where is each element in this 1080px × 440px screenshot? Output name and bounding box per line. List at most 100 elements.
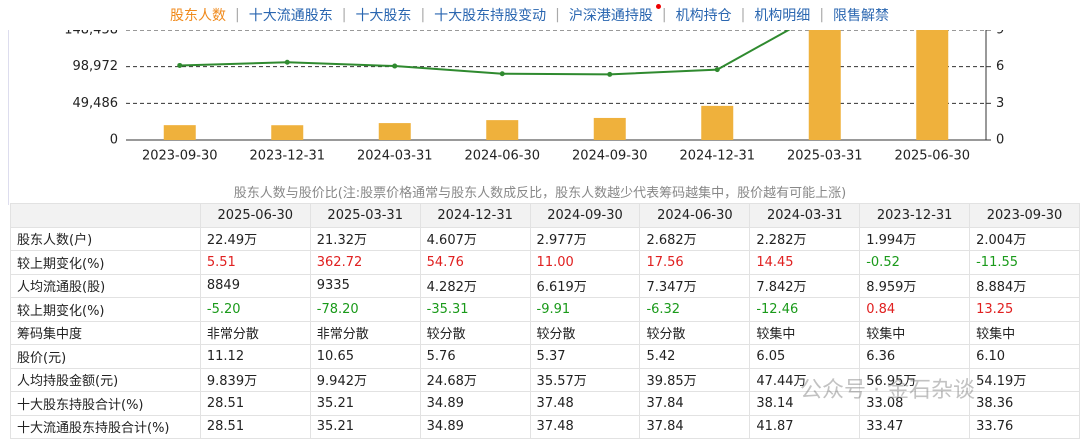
header-cell: 2023-09-30	[969, 203, 1080, 228]
table-cell: 54.76	[419, 250, 531, 275]
table-cell: 5.51	[199, 250, 311, 275]
table-cell: -0.52	[859, 250, 971, 275]
table-cell: 54.19万	[969, 367, 1080, 392]
table-cell: 56.95万	[859, 367, 971, 392]
table-cell: 5.76	[419, 344, 531, 369]
price-point	[392, 63, 398, 69]
row-label: 筹码集中度	[10, 320, 201, 345]
tab[interactable]: 股东人数	[170, 8, 226, 24]
table-cell: 7.842万	[749, 273, 861, 298]
x-tick-label: 2023-12-31	[249, 149, 325, 164]
table-cell: 0.84	[859, 297, 971, 322]
bar	[271, 125, 304, 140]
header-cell	[10, 203, 201, 228]
table-row: 十大股东持股合计(%) 28.51 35.21 34.89 37.48 37.84 38.1…	[10, 391, 1080, 416]
table-cell: 较集中	[969, 320, 1080, 345]
header-cell: 2024-06-30	[639, 203, 751, 228]
header-cell: 2024-12-31	[419, 203, 531, 228]
x-tick-label: 2025-03-31	[787, 149, 863, 164]
chart-title: 股东人数与股价比(注:股票价格通常与股东人数成反比，股东人数越少代表筹码越集中，…	[233, 186, 847, 201]
table-cell: 4.607万	[419, 226, 531, 251]
bar	[486, 120, 519, 140]
tab[interactable]: 沪深港通持股	[569, 4, 661, 25]
y2-tick-label: 0	[996, 133, 1004, 148]
table-row: 筹码集中度 非常分散 非常分散 较分散 较分散 较分散 较集中 较集中 较集中	[10, 320, 1080, 345]
bar	[163, 125, 196, 140]
table-row: 较上期变化(%) 5.51 362.72 54.76 11.00 17.56 14.45 -0…	[10, 250, 1080, 275]
tab[interactable]: 机构持仓	[675, 8, 732, 24]
tab-separator: |	[819, 7, 825, 23]
table-cell: 28.51	[199, 414, 311, 439]
table-cell: 34.89	[419, 414, 531, 439]
table-cell: 8849	[199, 273, 311, 298]
watermark: 公众号 · 金石杂谈	[800, 378, 975, 403]
tab-separator: |	[740, 7, 746, 23]
header-cell: 2025-03-31	[309, 203, 421, 228]
table-cell: 33.47	[859, 414, 971, 439]
table-cell: 37.84	[639, 414, 751, 439]
x-tick-label: 2024-03-31	[357, 149, 433, 164]
price-point	[284, 59, 290, 65]
table-cell: 较分散	[419, 320, 531, 345]
table-cell: 22.49万	[199, 226, 311, 251]
row-label: 人均持股金额(元)	[10, 367, 201, 392]
tab[interactable]: 限售解禁	[833, 8, 890, 24]
header-row: 2025-06-30 2025-03-31 2024-12-31 2024-09-30…	[10, 203, 1080, 228]
table-cell: 28.51	[199, 391, 311, 416]
table-cell: 较分散	[639, 320, 751, 345]
x-tick-label: 2024-12-31	[679, 149, 755, 164]
table-row: 人均持股金额(元) 9.839万 9.942万 24.68万 35.57万 39.85万 4…	[10, 367, 1080, 392]
table-cell: 6.619万	[529, 273, 641, 298]
row-label: 人均流通股(股)	[10, 273, 201, 298]
table-cell: 17.56	[639, 250, 751, 275]
table-row: 人均流通股(股) 8849 9335 4.282万 6.619万 7.347万 7.842万…	[10, 273, 1080, 298]
x-tick-label: 2025-06-30	[894, 149, 970, 164]
table-cell: 5.42	[639, 344, 751, 369]
table-cell: 37.48	[529, 391, 641, 416]
table-cell: 11.00	[529, 250, 641, 275]
row-label: 十大流通股东持股合计(%)	[10, 414, 201, 439]
table-cell: -5.20	[199, 297, 311, 322]
table-cell: 较集中	[859, 320, 971, 345]
table-cell: 较集中	[749, 320, 861, 345]
bar	[701, 105, 734, 140]
row-label: 较上期变化(%)	[10, 297, 201, 322]
table-cell: 2.682万	[639, 226, 751, 251]
table-cell: 38.14	[749, 391, 861, 416]
row-label: 十大股东持股合计(%)	[10, 391, 201, 416]
table-cell: 39.85万	[639, 367, 751, 392]
table-row: 十大流通股东持股合计(%) 28.51 35.21 34.89 37.48 37.84 41…	[10, 414, 1080, 439]
tab[interactable]: 十大流通股东	[248, 8, 333, 24]
table-cell: 6.05	[749, 344, 861, 369]
red-dot	[655, 4, 661, 9]
tab-bar: 股东人数 | 十大流通股东 | 十大股东 | 十大股东持股变动 | 沪深港通持股 | 机构持仓 | 机构…	[0, 0, 1080, 30]
tab-separator: |	[341, 7, 347, 23]
tab[interactable]: 十大股东	[355, 8, 412, 24]
table-cell: 9.839万	[199, 367, 311, 392]
tab[interactable]: 机构明细	[754, 8, 811, 24]
bar	[593, 117, 626, 140]
table-cell: 8.884万	[969, 273, 1080, 298]
table-cell: 8.959万	[859, 273, 971, 298]
table-cell: -9.91	[529, 297, 641, 322]
price-point	[714, 67, 720, 73]
table-cell: 6.10	[969, 344, 1080, 369]
table-cell: 2.977万	[529, 226, 641, 251]
table-cell: 35.57万	[529, 367, 641, 392]
table-cell: 35.21	[309, 414, 421, 439]
table-cell: -78.20	[309, 297, 421, 322]
table-row: 股价(元) 11.12 10.65 5.76 5.37 5.42 6.05 6.36 6.10	[10, 344, 1080, 369]
table-cell: 10.65	[309, 344, 421, 369]
header-cell: 2023-12-31	[859, 203, 971, 228]
table-cell: 34.89	[419, 391, 531, 416]
table-cell: 33.08	[859, 391, 971, 416]
table-cell: 5.37	[529, 344, 641, 369]
table-cell: 38.36	[969, 391, 1080, 416]
bar	[378, 123, 411, 140]
table-cell: 47.44万	[749, 367, 861, 392]
header-cell: 2025-06-30	[199, 203, 311, 228]
tab[interactable]: 十大股东持股变动	[434, 8, 547, 24]
header-cell: 2024-09-30	[529, 203, 641, 228]
x-tick-label: 2023-09-30	[142, 149, 218, 164]
